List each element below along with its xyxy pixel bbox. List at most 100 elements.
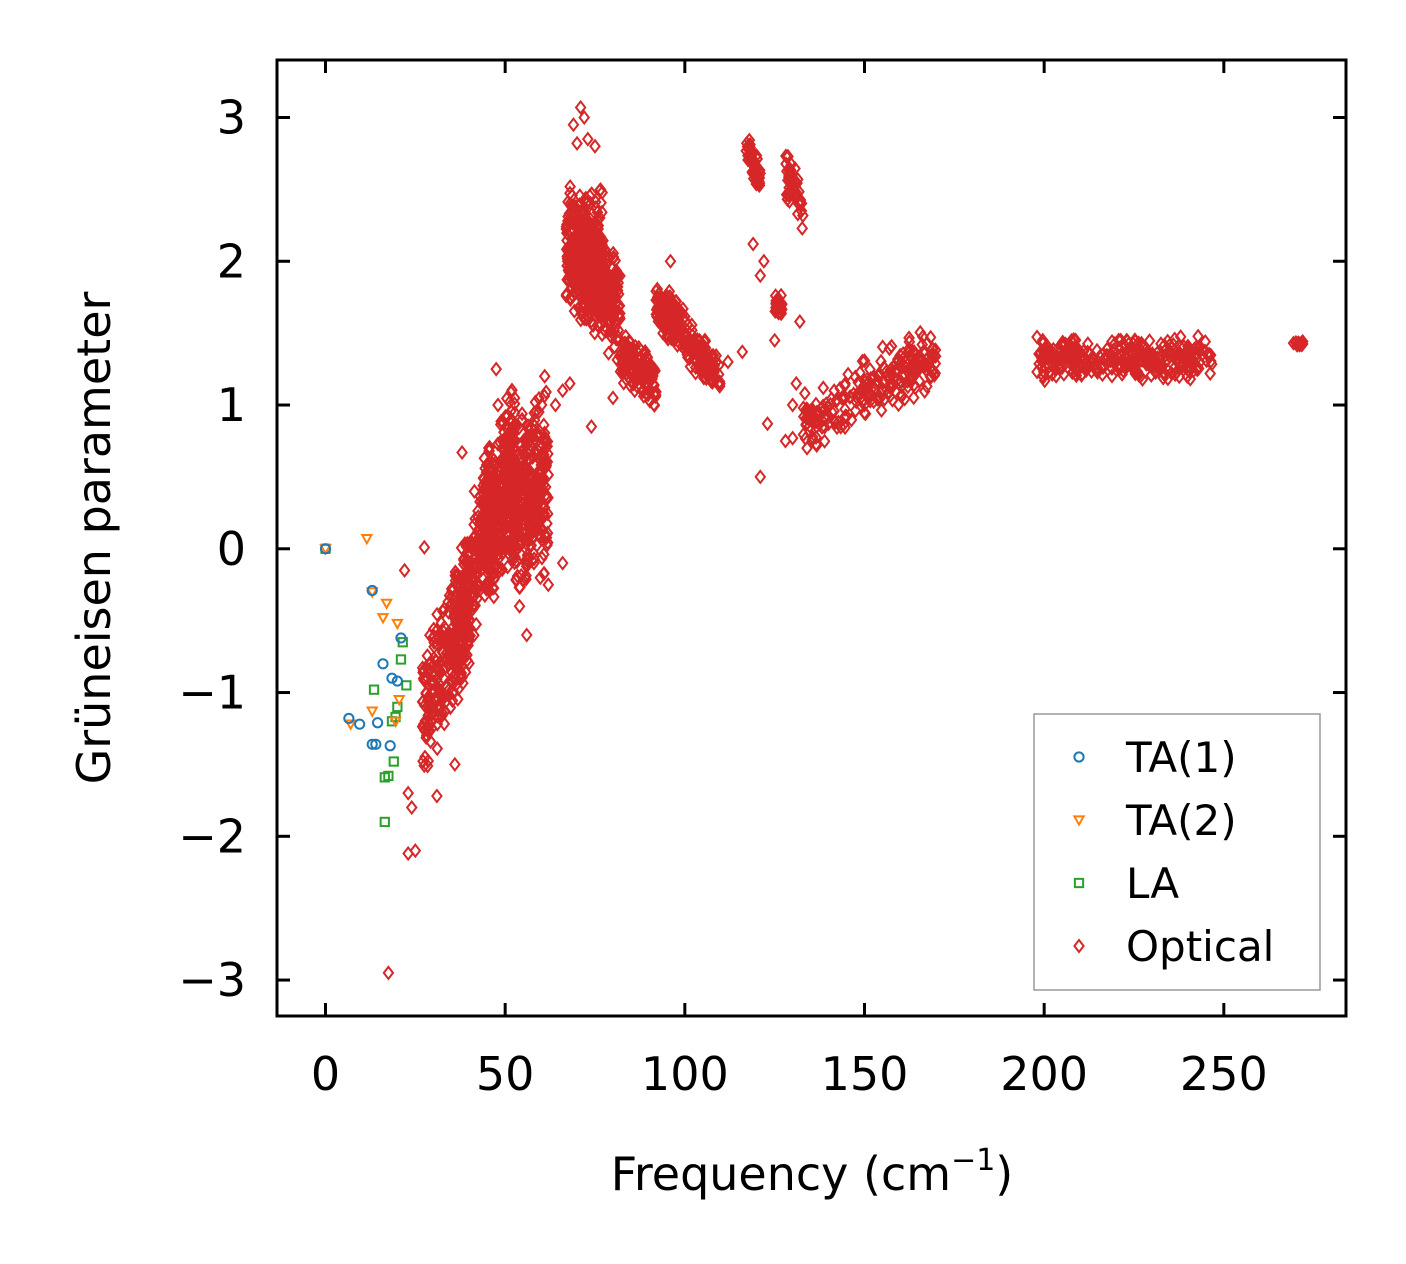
data-point: [487, 589, 500, 605]
data-point: [539, 479, 552, 495]
data-point: [664, 253, 677, 269]
data-point: [774, 305, 787, 321]
data-point: [650, 384, 662, 400]
data-point: [858, 353, 871, 369]
data-point: [508, 555, 521, 571]
data-point: [368, 684, 380, 695]
data-point: [380, 598, 393, 611]
data-point: [388, 756, 399, 767]
data-point: [914, 349, 927, 365]
legend-items: TA(1) TA(2) LA Optical: [1072, 733, 1274, 971]
data-point: [528, 555, 540, 571]
data-point: [481, 515, 494, 532]
data-point: [854, 365, 866, 381]
data-point: [507, 431, 520, 448]
data-point: [1184, 360, 1197, 376]
data-point: [458, 556, 470, 573]
data-point: [754, 268, 767, 284]
data-point: [1131, 364, 1144, 380]
data-point: [1037, 343, 1050, 359]
data-point: [490, 361, 503, 377]
data-point: [344, 719, 357, 731]
data-point: [817, 380, 830, 396]
data-point: [542, 577, 555, 593]
data-point: [534, 464, 547, 481]
data-point: [817, 398, 829, 414]
data-point: [528, 457, 541, 473]
data-point: [450, 627, 463, 643]
data-point: [886, 392, 899, 408]
data-point: [449, 671, 462, 688]
data-point: [533, 390, 545, 407]
data-point: [447, 670, 459, 686]
data-point: [1187, 363, 1200, 379]
data-point: [597, 233, 609, 249]
data-point: [1174, 339, 1187, 355]
data-point: [701, 364, 714, 380]
data-point: [561, 226, 574, 242]
data-point: [507, 530, 520, 546]
data-point: [483, 550, 496, 566]
data-point: [486, 455, 499, 472]
data-point: [1199, 343, 1211, 359]
data-point: [453, 657, 465, 673]
data-point: [495, 542, 508, 558]
data-point: [384, 740, 396, 752]
data-point: [648, 396, 660, 413]
data-point: [365, 587, 379, 599]
data-point: [418, 539, 431, 555]
data-point: [549, 397, 562, 413]
data-point: [508, 467, 521, 483]
data-point: [1143, 333, 1156, 349]
data-point: [537, 566, 550, 582]
data-point: [875, 402, 888, 418]
data-point: [513, 598, 526, 614]
data-point: [700, 351, 713, 367]
y-axis-label: Grüneisen parameter: [67, 291, 121, 784]
y-tick-label: 2: [217, 234, 246, 288]
data-point: [849, 403, 862, 419]
data-point: [798, 385, 811, 401]
data-point: [744, 143, 757, 159]
data-point: [589, 138, 601, 154]
data-point: [482, 456, 495, 472]
data-point: [575, 298, 587, 314]
data-point: [864, 393, 877, 409]
legend-label: Optical: [1126, 922, 1274, 971]
data-point: [1173, 369, 1186, 385]
data-point: [578, 311, 591, 327]
data-point: [786, 397, 799, 413]
data-point: [366, 584, 378, 597]
data-point: [509, 453, 522, 470]
data-point: [483, 443, 496, 459]
data-point: [883, 379, 896, 395]
data-point: [1108, 335, 1121, 352]
data-point: [884, 388, 896, 404]
data-point: [487, 468, 500, 485]
data-point: [1188, 341, 1200, 358]
data-point: [584, 195, 597, 211]
data-point: [511, 507, 524, 523]
data-point: [538, 388, 551, 404]
data-point: [433, 682, 446, 698]
data-point: [451, 691, 464, 707]
data-point: [588, 255, 601, 271]
data-point: [420, 719, 433, 736]
data-point: [1142, 345, 1154, 361]
data-point: [426, 705, 439, 721]
data-point: [469, 511, 482, 527]
data-point: [810, 429, 822, 446]
data-point: [722, 354, 734, 370]
legend: TA(1) TA(2) LA Optical: [1033, 713, 1321, 991]
y-tick-label: 3: [217, 91, 246, 145]
data-point: [438, 716, 451, 732]
data-point: [519, 570, 532, 586]
data-point: [423, 688, 435, 704]
data-point: [502, 451, 515, 467]
data-point: [797, 426, 810, 443]
data-point: [594, 182, 607, 198]
data-point: [918, 383, 931, 399]
data-point: [1035, 359, 1048, 376]
data-point: [457, 619, 470, 635]
data-point: [422, 753, 435, 769]
